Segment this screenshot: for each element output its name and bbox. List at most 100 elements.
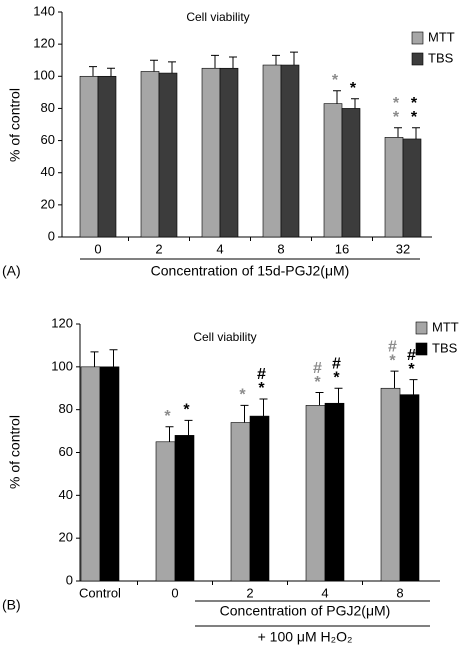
error-bar [89, 66, 97, 77]
significance-marker: * [411, 109, 418, 126]
bar [323, 103, 343, 238]
significance-marker: * [333, 369, 340, 386]
y-tick-label: 120 [33, 36, 55, 51]
chart-title: Cell viability [193, 330, 256, 344]
y-tick-label: 80 [59, 401, 73, 416]
bar [140, 71, 160, 238]
legend-label: TBS [428, 50, 454, 65]
bar [249, 415, 270, 582]
legend-label: TBS [432, 340, 458, 355]
error-bar [90, 351, 99, 367]
chart-title: Cell viability [186, 10, 249, 24]
legend-label: MTT [432, 319, 459, 334]
significance-marker: * [332, 72, 339, 89]
significance-marker: * [258, 380, 265, 397]
x-tick-label: 8 [277, 241, 284, 256]
bar [99, 366, 120, 582]
significance-marker: * [389, 352, 396, 369]
x-axis-label: Concentration of PGJ2(μM) [220, 603, 391, 619]
y-tick-label: 60 [59, 444, 73, 459]
bar [158, 72, 178, 238]
bar [174, 435, 195, 582]
error-bar [390, 370, 399, 389]
error-bar [412, 127, 420, 139]
y-tick-label: 20 [41, 196, 55, 211]
error-bar [168, 61, 176, 74]
x-tick-label: 0 [94, 241, 101, 256]
x-axis-sublabel: + 100 μM H₂O₂ [258, 629, 353, 645]
significance-marker: * [239, 387, 246, 404]
significance-marker: # [332, 355, 341, 372]
significance-marker: # [313, 360, 322, 377]
x-tick-label: 32 [396, 241, 410, 256]
significance-marker: # [388, 338, 397, 355]
y-tick-label: 0 [48, 228, 55, 243]
error-bar [240, 404, 249, 423]
error-bar [290, 51, 298, 66]
significance-marker: * [393, 95, 400, 112]
bar [230, 422, 251, 582]
y-tick-label: 100 [33, 68, 55, 83]
y-tick-label: 40 [59, 487, 73, 502]
significance-marker: * [314, 374, 321, 391]
bar [97, 75, 117, 238]
y-tick-label: 0 [66, 572, 73, 587]
panel-label: (A) [2, 263, 21, 279]
significance-marker: * [393, 109, 400, 126]
significance-marker: # [257, 366, 266, 383]
bar [262, 64, 282, 238]
error-bar [184, 419, 193, 436]
bar [324, 402, 345, 582]
error-bar [394, 127, 402, 138]
bar [280, 64, 300, 238]
bar [219, 67, 239, 238]
x-tick-label: 16 [335, 241, 349, 256]
bar [155, 441, 176, 582]
x-tick-label: 4 [216, 241, 223, 256]
bar [402, 138, 422, 238]
significance-marker: * [350, 80, 357, 97]
significance-marker: * [408, 361, 415, 378]
error-bar [409, 379, 418, 395]
legend-swatch [415, 321, 428, 335]
legend-swatch [411, 52, 424, 66]
x-tick-label: Control [79, 585, 121, 600]
legend-swatch [411, 31, 424, 45]
x-tick-label: 0 [171, 585, 178, 600]
error-bar [229, 56, 237, 69]
error-bar [109, 349, 118, 367]
y-tick-label: 100 [51, 358, 73, 373]
bar [305, 405, 326, 582]
legend-swatch [415, 342, 428, 356]
y-tick-label: 140 [33, 3, 55, 18]
x-tick-label: 2 [246, 585, 253, 600]
y-tick-label: 60 [41, 132, 55, 147]
y-axis-label: % of control [7, 88, 23, 162]
legend-label: MTT [428, 29, 455, 44]
error-bar [107, 67, 115, 77]
significance-marker: * [164, 408, 171, 425]
y-tick-label: 40 [41, 164, 55, 179]
y-axis-label: % of control [7, 415, 23, 489]
x-tick-label: 2 [155, 241, 162, 256]
error-bar [211, 54, 219, 69]
error-bar [315, 392, 324, 406]
error-bar [259, 398, 268, 417]
error-bar [351, 98, 359, 109]
bar [341, 108, 361, 238]
y-tick-label: 120 [51, 315, 73, 330]
x-tick-label: 8 [396, 585, 403, 600]
bar [399, 394, 420, 582]
x-tick-label: 4 [321, 585, 328, 600]
bar [380, 387, 401, 582]
significance-marker: * [183, 402, 190, 419]
panel-label: (B) [2, 597, 21, 613]
error-bar [334, 387, 343, 404]
significance-marker: * [411, 95, 418, 112]
error-bar [333, 90, 341, 104]
y-tick-label: 80 [41, 100, 55, 115]
bar [384, 137, 404, 238]
significance-marker: # [407, 347, 416, 364]
bar [80, 366, 101, 582]
